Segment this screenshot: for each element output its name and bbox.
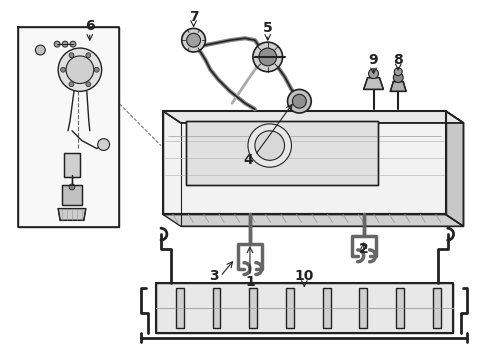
Circle shape bbox=[58, 48, 101, 91]
Polygon shape bbox=[163, 111, 464, 123]
Circle shape bbox=[69, 82, 74, 87]
Circle shape bbox=[35, 45, 45, 55]
Circle shape bbox=[98, 139, 110, 150]
Polygon shape bbox=[64, 153, 80, 177]
Polygon shape bbox=[62, 185, 82, 204]
Circle shape bbox=[70, 41, 76, 47]
Polygon shape bbox=[396, 288, 404, 328]
Circle shape bbox=[248, 124, 292, 167]
Text: 3: 3 bbox=[210, 270, 219, 283]
Circle shape bbox=[69, 184, 75, 190]
Polygon shape bbox=[446, 111, 464, 226]
Polygon shape bbox=[359, 288, 368, 328]
Polygon shape bbox=[58, 208, 86, 220]
Text: 4: 4 bbox=[243, 153, 253, 167]
Polygon shape bbox=[433, 288, 441, 328]
Circle shape bbox=[288, 89, 311, 113]
Polygon shape bbox=[163, 111, 446, 215]
Circle shape bbox=[187, 33, 200, 47]
Circle shape bbox=[293, 94, 306, 108]
Polygon shape bbox=[391, 82, 406, 91]
Text: 1: 1 bbox=[245, 275, 255, 289]
Circle shape bbox=[69, 53, 74, 58]
Circle shape bbox=[86, 82, 91, 87]
Circle shape bbox=[66, 56, 94, 84]
Text: 9: 9 bbox=[368, 53, 378, 67]
Text: 5: 5 bbox=[263, 21, 272, 35]
Polygon shape bbox=[249, 288, 257, 328]
Circle shape bbox=[255, 131, 285, 160]
Circle shape bbox=[394, 68, 402, 76]
Circle shape bbox=[54, 41, 60, 47]
Polygon shape bbox=[213, 288, 220, 328]
Circle shape bbox=[62, 41, 68, 47]
Circle shape bbox=[86, 53, 91, 58]
Circle shape bbox=[368, 69, 378, 78]
Polygon shape bbox=[364, 78, 383, 89]
Circle shape bbox=[182, 28, 205, 52]
Text: 6: 6 bbox=[85, 19, 95, 33]
Polygon shape bbox=[176, 288, 184, 328]
Polygon shape bbox=[186, 121, 378, 185]
Polygon shape bbox=[18, 27, 120, 227]
Circle shape bbox=[259, 48, 277, 66]
Polygon shape bbox=[163, 215, 464, 226]
Circle shape bbox=[61, 67, 66, 72]
Text: 10: 10 bbox=[294, 270, 314, 283]
Text: 2: 2 bbox=[359, 242, 368, 256]
Polygon shape bbox=[286, 288, 294, 328]
Circle shape bbox=[393, 73, 403, 82]
Polygon shape bbox=[156, 283, 453, 333]
Text: 7: 7 bbox=[189, 10, 198, 23]
Circle shape bbox=[94, 67, 99, 72]
Text: 8: 8 bbox=[393, 53, 403, 67]
Circle shape bbox=[253, 42, 283, 72]
Polygon shape bbox=[323, 288, 331, 328]
